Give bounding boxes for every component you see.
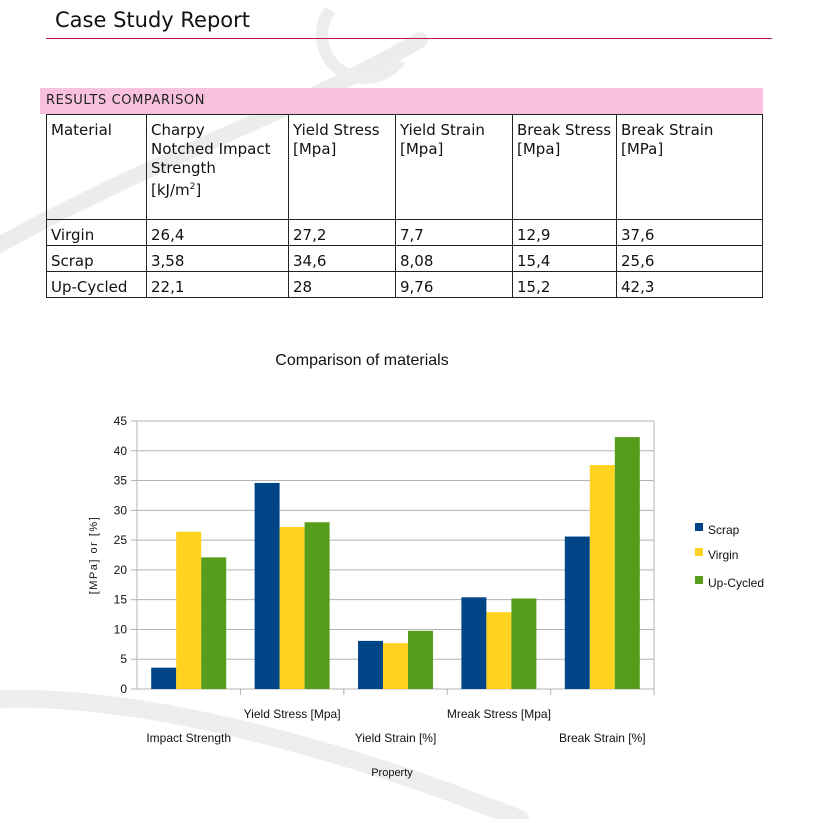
bar-scrap-3 xyxy=(461,597,487,689)
table-cell: 34,6 xyxy=(288,245,396,272)
table-cell: 37,6 xyxy=(616,219,763,246)
header-impact-strength: Charpy Notched Impact Strength [kJ/m2] xyxy=(146,114,289,220)
bar-up-cycled-2 xyxy=(408,630,433,689)
chart-svg: Comparison of materials 0 5 10 15 20 25 30 35 40 4… xyxy=(88,352,764,779)
legend-label: Virgin xyxy=(708,548,738,562)
x-category-label: Mreak Stress [Mpa] xyxy=(447,707,551,721)
x-category-label: Yield Strain [%] xyxy=(355,731,437,745)
legend-swatch xyxy=(695,576,703,584)
table-cell: 9,76 xyxy=(395,271,513,298)
table-cell: Scrap xyxy=(46,245,147,272)
chart-title: Comparison of materials xyxy=(275,352,448,369)
bar-scrap-1 xyxy=(254,482,280,689)
y-tick-label: 40 xyxy=(114,444,128,458)
y-tick-label: 25 xyxy=(114,533,128,547)
legend-swatch xyxy=(695,523,703,531)
x-category-label: Break Strain [%] xyxy=(559,731,646,745)
y-tick-label: 20 xyxy=(114,563,128,577)
bar-scrap-4 xyxy=(564,536,590,689)
y-tick-label: 5 xyxy=(120,652,127,666)
bar-up-cycled-3 xyxy=(511,598,537,689)
header-yield-stress: Yield Stress [Mpa] xyxy=(288,114,396,220)
table-row: Up-Cycled 22,1 28 9,76 15,2 42,3 xyxy=(46,271,763,298)
comparison-chart: Comparison of materials 0 5 10 15 20 25 30 35 40 4… xyxy=(0,330,813,819)
y-axis-title: [MPa] or [%] xyxy=(88,516,100,595)
bar-virgin-4 xyxy=(589,465,615,689)
bar-up-cycled-4 xyxy=(614,437,640,689)
bar-scrap-2 xyxy=(358,640,383,689)
table-cell: 12,9 xyxy=(512,219,617,246)
table-cell: 27,2 xyxy=(288,219,396,246)
table-cell: 25,6 xyxy=(616,245,763,272)
x-category-label: Impact Strength xyxy=(146,731,231,745)
title-rule xyxy=(46,38,772,39)
y-tick-label: 35 xyxy=(114,474,128,488)
y-tick-label: 30 xyxy=(114,503,128,517)
results-table: Material Charpy Notched Impact Strength … xyxy=(46,114,763,298)
section-header-band: RESULTS COMPARISON xyxy=(40,88,763,114)
table-cell: 22,1 xyxy=(146,271,289,298)
legend-label: Scrap xyxy=(708,523,740,537)
table-row: Virgin 26,4 27,2 7,7 12,9 37,6 xyxy=(46,219,763,246)
y-tick-label: 10 xyxy=(114,622,128,636)
header-yield-strain: Yield Strain [Mpa] xyxy=(395,114,513,220)
header-break-strain: Break Strain [MPa] xyxy=(616,114,763,220)
bar-virgin-1 xyxy=(279,527,305,689)
bar-scrap-0 xyxy=(151,667,177,689)
header-material: Material xyxy=(46,114,147,220)
bar-up-cycled-0 xyxy=(201,557,227,689)
bar-up-cycled-1 xyxy=(304,522,330,689)
y-tick-label: 15 xyxy=(114,593,128,607)
y-tick-label: 0 xyxy=(120,682,127,696)
table-cell: 3,58 xyxy=(146,245,289,272)
table-cell: 26,4 xyxy=(146,219,289,246)
x-axis-title: Property xyxy=(371,767,413,779)
report-title: Case Study Report xyxy=(55,8,250,32)
table-cell: Up-Cycled xyxy=(46,271,147,298)
legend-swatch xyxy=(695,548,703,556)
table-cell: 7,7 xyxy=(395,219,513,246)
table-cell: 15,2 xyxy=(512,271,617,298)
table-cell: Virgin xyxy=(46,219,147,246)
table-cell: 42,3 xyxy=(616,271,763,298)
y-tick-label: 45 xyxy=(114,414,128,428)
table-row: Scrap 3,58 34,6 8,08 15,4 25,6 xyxy=(46,245,763,272)
header-break-stress: Break Stress [Mpa] xyxy=(512,114,617,220)
bar-virgin-2 xyxy=(383,643,408,689)
table-cell: 8,08 xyxy=(395,245,513,272)
section-label: RESULTS COMPARISON xyxy=(46,93,206,108)
table-cell: 15,4 xyxy=(512,245,617,272)
bar-virgin-0 xyxy=(176,531,202,689)
table-header-row: Material Charpy Notched Impact Strength … xyxy=(46,114,763,220)
bar-virgin-3 xyxy=(486,612,512,689)
x-category-label: Yield Stress [Mpa] xyxy=(244,707,341,721)
legend-label: Up-Cycled xyxy=(708,576,764,590)
table-cell: 28 xyxy=(288,271,396,298)
